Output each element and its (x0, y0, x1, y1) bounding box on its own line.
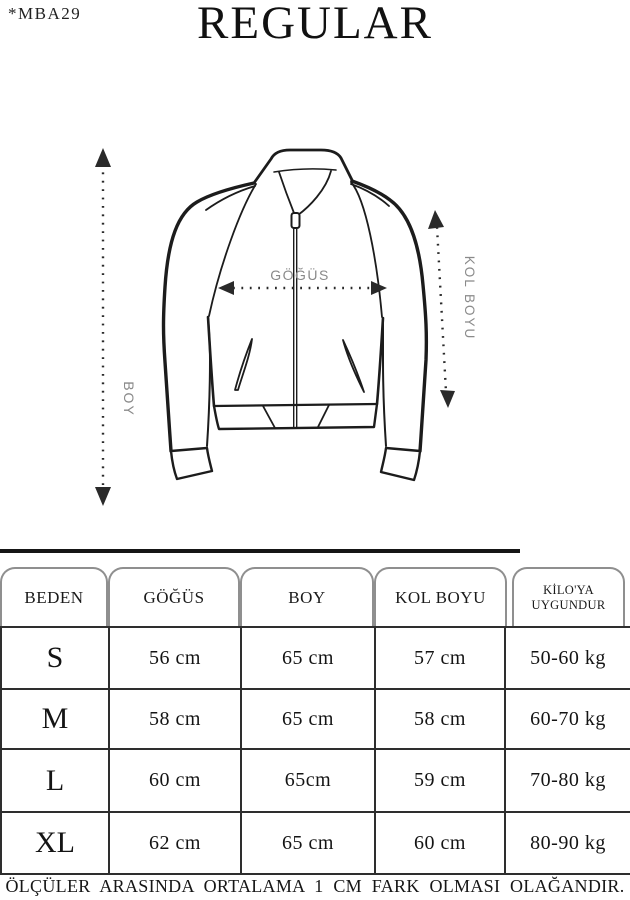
header-tab-beden: BEDEN (0, 567, 108, 626)
length-label: BOY (121, 381, 137, 417)
weight-cell: 70-80 kg (504, 748, 630, 813)
table-row: M 58 cm 65 cm 58 cm 60-70 kg (0, 688, 630, 750)
zipper-pull (290, 212, 301, 229)
length-cell: 65 cm (240, 626, 376, 690)
sleeve-arrow (428, 210, 455, 408)
tolerance-footnote: ÖLÇÜLER ARASINDA ORTALAMA 1 CM FARK OLMA… (5, 876, 625, 896)
sleeve-label: KOL BOYU (462, 256, 477, 341)
table-row: S 56 cm 65 cm 57 cm 50-60 kg (0, 626, 630, 690)
chest-cell: 58 cm (108, 688, 242, 750)
left-pocket (234, 338, 253, 391)
size-cell: S (0, 626, 110, 690)
weight-cell: 60-70 kg (504, 688, 630, 750)
size-cell: M (0, 688, 110, 750)
sleeve-cell: 60 cm (374, 811, 506, 875)
length-cell: 65 cm (240, 688, 376, 750)
weight-cell: 80-90 kg (504, 811, 630, 875)
table-row: XL 62 cm 65 cm 60 cm 80-90 kg (0, 811, 630, 875)
chest-label: GÖĞÜS (270, 266, 330, 283)
sleeve-cell: 57 cm (374, 626, 506, 690)
chest-cell: 60 cm (108, 748, 242, 813)
jacket-illustration: BOY KOL BOYU (95, 148, 477, 506)
chest-cell: 62 cm (108, 811, 242, 875)
size-table: S 56 cm 65 cm 57 cm 50-60 kg M 58 cm 65 … (0, 626, 630, 875)
sleeve-cell: 59 cm (374, 748, 506, 813)
chest-cell: 56 cm (108, 626, 242, 690)
header-tab-gogus: GÖĞÜS (108, 567, 240, 626)
header-label: UYGUNDUR (531, 597, 606, 612)
length-cell: 65cm (240, 748, 376, 813)
header-label: BEDEN (24, 587, 84, 607)
table-row: L 60 cm 65cm 59 cm 70-80 kg (0, 748, 630, 813)
header-tab-kiloya-uygundur: KİLO'YA UYGUNDUR (512, 567, 625, 626)
jacket-outline (161, 148, 429, 482)
page-title: REGULAR (197, 0, 433, 49)
right-pocket (342, 339, 365, 393)
size-cell: XL (0, 811, 110, 875)
header-label: BOY (288, 587, 326, 607)
header-label: GÖĞÜS (143, 587, 205, 607)
sleeve-cell: 58 cm (374, 688, 506, 750)
length-cell: 65 cm (240, 811, 376, 875)
header-tab-kol-boyu: KOL BOYU (374, 567, 507, 626)
size-cell: L (0, 748, 110, 813)
length-arrow (95, 148, 111, 506)
weight-cell: 50-60 kg (504, 626, 630, 690)
product-code: *MBA29 (8, 4, 82, 23)
header-tab-boy: BOY (240, 567, 374, 626)
header-label: KOL BOYU (395, 587, 486, 607)
header-label: KİLO'YA (543, 582, 594, 597)
table-top-rule (0, 549, 520, 553)
chest-arrow (218, 281, 387, 295)
